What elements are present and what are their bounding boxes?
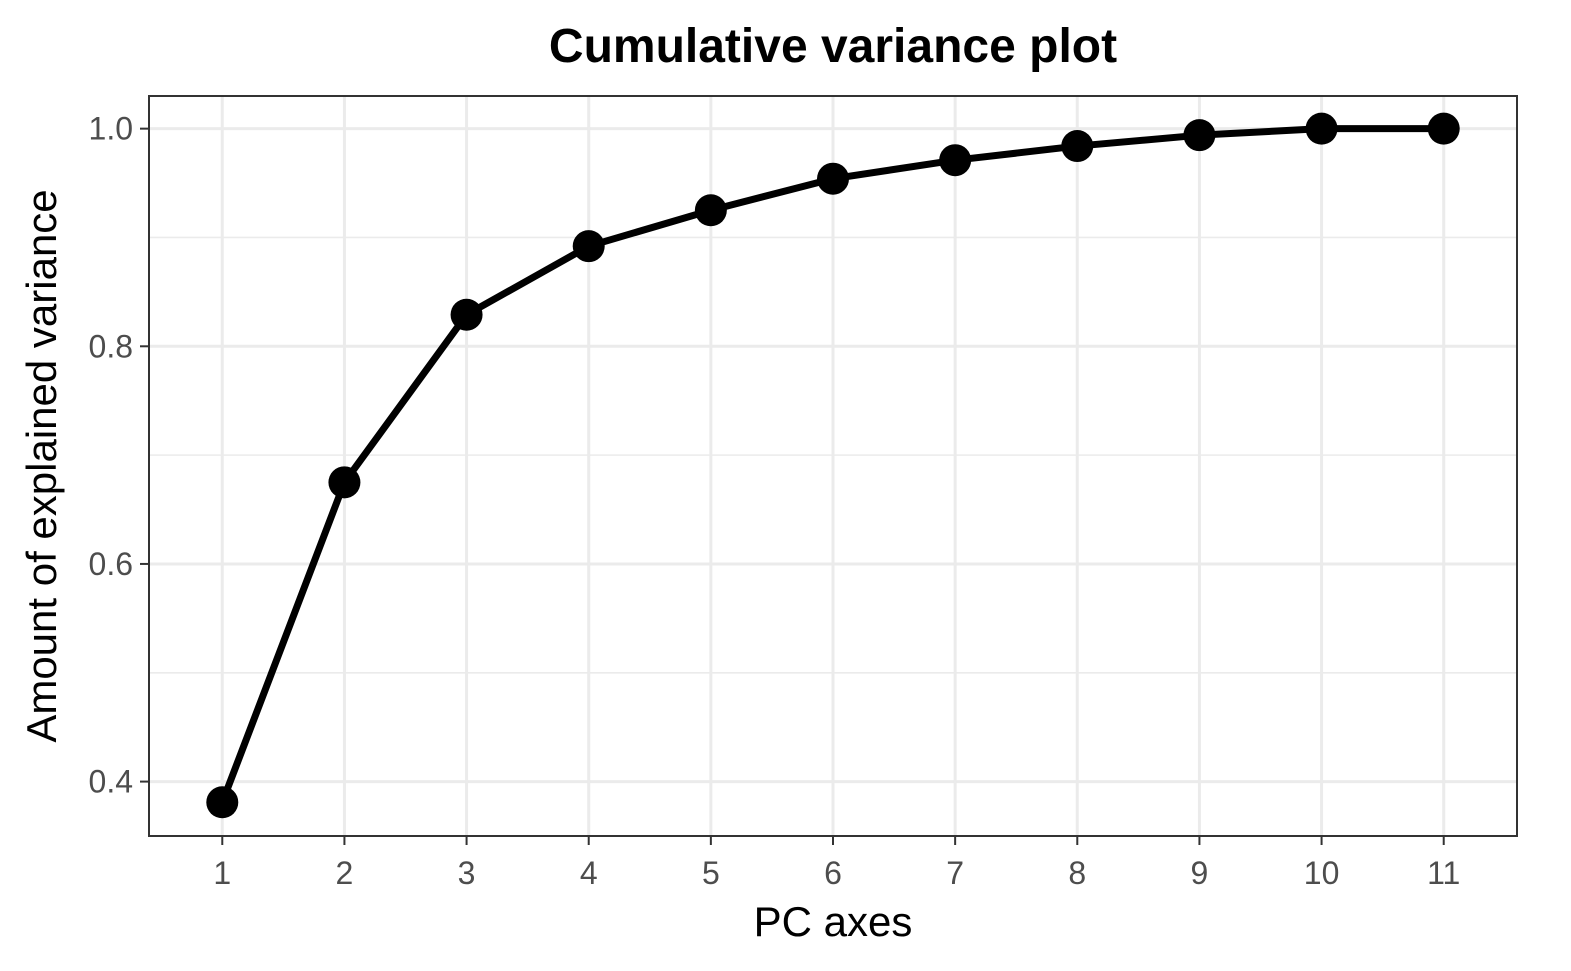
data-point xyxy=(817,162,849,195)
data-point xyxy=(939,144,972,177)
x-tick-label: 3 xyxy=(458,855,476,891)
x-axis-title: PC axes xyxy=(754,898,913,945)
x-tick-label: 4 xyxy=(580,855,598,891)
y-tick-label: 0.4 xyxy=(89,764,133,800)
chart-title: Cumulative variance plot xyxy=(549,20,1117,73)
x-tick-label: 5 xyxy=(702,855,720,891)
x-tick-label: 2 xyxy=(336,855,354,891)
data-point xyxy=(1305,112,1338,145)
data-point xyxy=(1427,112,1460,145)
y-axis-title: Amount of explained variance xyxy=(18,189,65,742)
data-point xyxy=(450,298,483,331)
data-point xyxy=(206,786,239,819)
data-point xyxy=(1183,119,1216,152)
x-tick-label: 6 xyxy=(824,855,842,891)
x-tick-label: 9 xyxy=(1191,855,1209,891)
x-tick-label: 11 xyxy=(1427,855,1460,891)
data-layer xyxy=(206,112,1460,819)
data-point xyxy=(328,466,361,499)
axes: 0.4 0.6 0.8 1.0 1 2 3 4 5 6 7 8 9 10 11 xyxy=(89,111,1461,891)
x-tick-label: 7 xyxy=(946,855,964,891)
data-point xyxy=(694,194,727,227)
y-tick-label: 1.0 xyxy=(89,111,133,147)
y-tick-label: 0.6 xyxy=(89,546,133,582)
y-tick-label: 0.8 xyxy=(89,328,133,364)
data-point xyxy=(1061,130,1094,163)
data-point xyxy=(572,230,605,263)
x-tick-label: 8 xyxy=(1068,855,1086,891)
x-tick-label: 1 xyxy=(213,855,231,891)
x-tick-label: 10 xyxy=(1304,855,1340,891)
